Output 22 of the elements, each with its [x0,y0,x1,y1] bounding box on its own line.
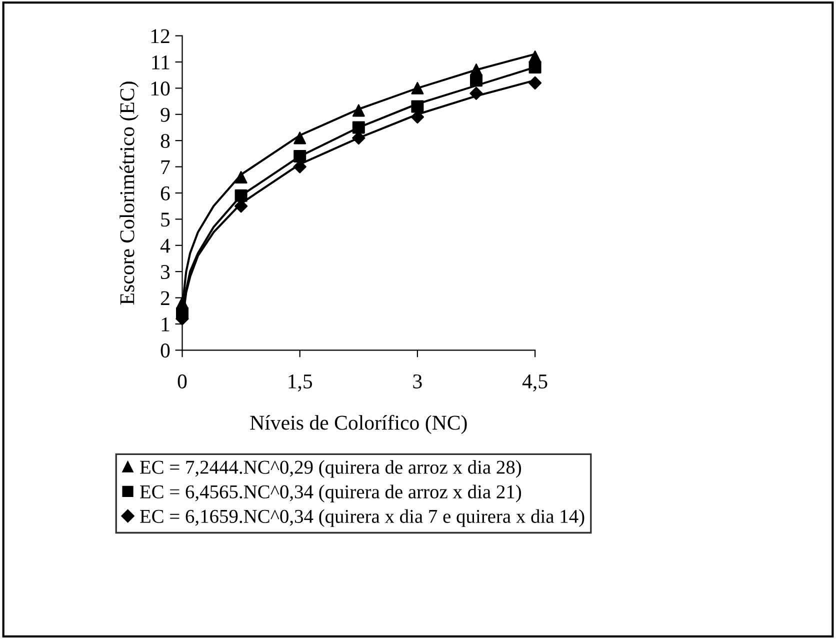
x-tick-label: 1,5 [288,374,312,392]
y-tick-label: 6 [160,186,170,200]
y-tick-label: 0 [160,344,170,358]
y-tick-label: 7 [161,160,170,174]
y-tick-label: 3 [161,265,170,280]
x-tick-label: 3 [413,374,422,388]
y-tick-label: 10 [151,82,170,96]
y-tick-label: 8 [160,134,170,148]
y-axis-title: Escore Colorimétrico (EC) [120,82,138,305]
x-tick-label: 0 [178,374,187,388]
legend-label: EC = 7,2444.NC^0,29 (quirera de arroz x dia 28) [140,460,522,478]
x-tick-label: 4,5 [522,374,548,392]
legend-label: EC = 6,4565.NC^0,34 (quirera de arroz x dia 21) [140,484,522,502]
y-tick-label: 5 [161,212,170,227]
y-tick-label: 4 [160,238,170,253]
legend-label: EC = 6,1659.NC^0,34 (quirera x dia 7 e quirera x dia 14) [140,509,584,527]
x-axis-title: Níveis de Colorífico (NC) [250,414,467,434]
y-tick-label: 11 [152,55,170,70]
y-tick-label: 1 [162,317,170,332]
y-tick-label: 12 [151,29,170,44]
y-tick-label: 2 [160,291,170,305]
y-tick-label: 9 [160,108,170,122]
